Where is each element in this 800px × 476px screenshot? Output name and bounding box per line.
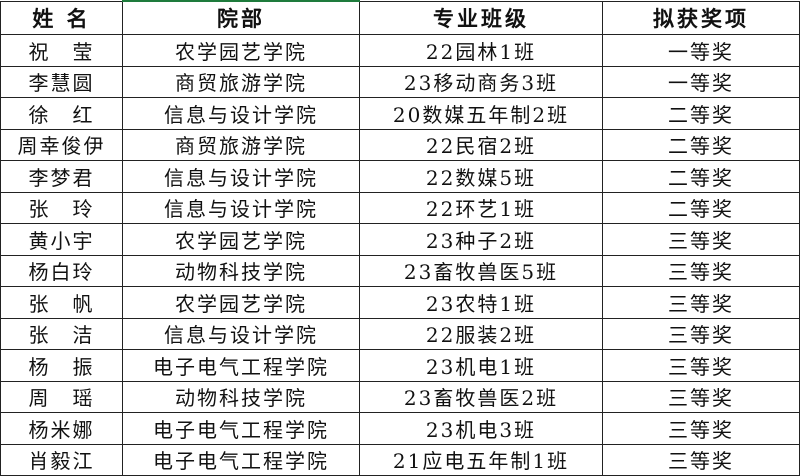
cell-award[interactable]: 一等奖	[602, 34, 800, 67]
cell-name[interactable]: 李梦君	[0, 160, 123, 193]
cell-class[interactable]: 23机电3班	[359, 412, 603, 445]
cell-class[interactable]: 23种子2班	[359, 223, 603, 256]
cell-name[interactable]: 张 玲	[0, 191, 123, 224]
cell-award[interactable]: 二等奖	[602, 128, 800, 161]
cell-award[interactable]: 三等奖	[602, 412, 800, 445]
cell-name[interactable]: 张 帆	[0, 286, 123, 319]
cell-class[interactable]: 22数媒5班	[359, 160, 603, 193]
cell-award[interactable]: 三等奖	[602, 223, 800, 256]
cell-department[interactable]: 信息与设计学院	[122, 160, 360, 193]
cell-award[interactable]: 三等奖	[602, 443, 800, 476]
cell-department[interactable]: 信息与设计学院	[122, 191, 360, 224]
header-award[interactable]: 拟获奖项	[602, 0, 800, 35]
table-row: 张 洁信息与设计学院 22服装2班 三等奖	[0, 317, 800, 350]
cell-class[interactable]: 22民宿2班	[359, 128, 603, 161]
cell-name[interactable]: 周幸俊伊	[0, 128, 123, 161]
cell-department[interactable]: 农学园艺学院	[122, 286, 360, 319]
cell-award[interactable]: 二等奖	[602, 160, 800, 193]
cell-department[interactable]: 农学园艺学院	[122, 34, 360, 67]
cell-name[interactable]: 黄小宇	[0, 223, 123, 256]
header-name[interactable]: 姓 名	[0, 0, 123, 35]
cell-name[interactable]: 周 瑶	[0, 380, 123, 413]
cell-name[interactable]: 李慧圆	[0, 65, 123, 98]
cell-department[interactable]: 电子电气工程学院	[122, 443, 360, 476]
cell-class[interactable]: 21应电五年制1班	[359, 443, 603, 476]
cell-class[interactable]: 22服装2班	[359, 317, 603, 350]
cell-class[interactable]: 20数媒五年制2班	[359, 97, 603, 130]
cell-award[interactable]: 三等奖	[602, 349, 800, 382]
table-row: 黄小宇 农学园艺学院 23种子2班 三等奖	[0, 223, 800, 256]
cell-department[interactable]: 农学园艺学院	[122, 223, 360, 256]
table-row: 周 瑶动物科技学院 23畜牧兽医2班 三等奖	[0, 380, 800, 413]
cell-class[interactable]: 22园林1班	[359, 34, 603, 67]
cell-class[interactable]: 23机电1班	[359, 349, 603, 382]
cell-class[interactable]: 23移动商务3班	[359, 65, 603, 98]
cell-award[interactable]: 三等奖	[602, 380, 800, 413]
table-row: 杨米娜 电子电气工程学院 23机电3班 三等奖	[0, 412, 800, 445]
cell-department[interactable]: 动物科技学院	[122, 380, 360, 413]
table-row: 张 玲信息与设计学院 22环艺1班 二等奖	[0, 191, 800, 224]
table-row: 李梦君 信息与设计学院 22数媒5班 二等奖	[0, 160, 800, 193]
cell-award[interactable]: 二等奖	[602, 191, 800, 224]
header-department[interactable]: 院部	[122, 0, 360, 35]
cell-award[interactable]: 二等奖	[602, 97, 800, 130]
cell-award[interactable]: 三等奖	[602, 254, 800, 287]
table-row: 祝 莹农学园艺学院 22园林1班 一等奖	[0, 34, 800, 67]
cell-award[interactable]: 一等奖	[602, 65, 800, 98]
cell-award[interactable]: 三等奖	[602, 286, 800, 319]
cell-name[interactable]: 徐 红	[0, 97, 123, 130]
cell-name[interactable]: 肖毅江	[0, 443, 123, 476]
cell-class[interactable]: 23农特1班	[359, 286, 603, 319]
cell-name[interactable]: 杨米娜	[0, 412, 123, 445]
cell-department[interactable]: 信息与设计学院	[122, 97, 360, 130]
cell-class[interactable]: 23畜牧兽医5班	[359, 254, 603, 287]
table-row: 张 帆农学园艺学院 23农特1班 三等奖	[0, 286, 800, 319]
cell-department[interactable]: 商贸旅游学院	[122, 65, 360, 98]
table-row: 徐 红信息与设计学院 20数媒五年制2班 二等奖	[0, 97, 800, 130]
table-row: 杨白玲 动物科技学院 23畜牧兽医5班 三等奖	[0, 254, 800, 287]
cell-department[interactable]: 信息与设计学院	[122, 317, 360, 350]
cell-name[interactable]: 张 洁	[0, 317, 123, 350]
cell-department[interactable]: 电子电气工程学院	[122, 412, 360, 445]
table-row: 肖毅江 电子电气工程学院 21应电五年制1班 三等奖	[0, 443, 800, 476]
table-row: 周幸俊伊 商贸旅游学院 22民宿2班 二等奖	[0, 128, 800, 161]
cell-department[interactable]: 商贸旅游学院	[122, 128, 360, 161]
cell-award[interactable]: 三等奖	[602, 317, 800, 350]
cell-department[interactable]: 动物科技学院	[122, 254, 360, 287]
header-class[interactable]: 专业班级	[359, 0, 603, 35]
cell-class[interactable]: 22环艺1班	[359, 191, 603, 224]
cell-name[interactable]: 杨 振	[0, 349, 123, 382]
cell-name[interactable]: 杨白玲	[0, 254, 123, 287]
cell-class[interactable]: 23畜牧兽医2班	[359, 380, 603, 413]
table-row: 李慧圆 商贸旅游学院 23移动商务3班 一等奖	[0, 65, 800, 98]
table-row: 杨 振电子电气工程学院 23机电1班 三等奖	[0, 349, 800, 382]
header-row: 姓 名 院部 专业班级 拟获奖项	[0, 0, 800, 35]
cell-name[interactable]: 祝 莹	[0, 34, 123, 67]
cell-department[interactable]: 电子电气工程学院	[122, 349, 360, 382]
